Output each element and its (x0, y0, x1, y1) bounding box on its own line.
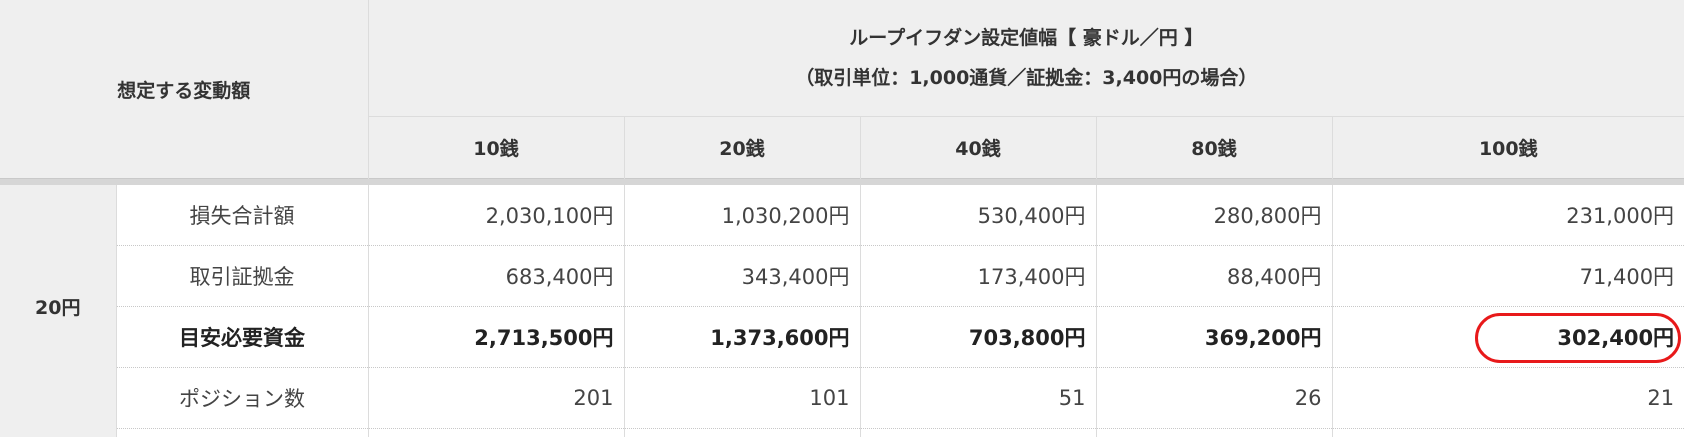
table-cell: 1,373,600円 (624, 306, 861, 368)
table-cell: 101 (624, 367, 861, 429)
table-cell: 173,400円 (860, 245, 1097, 307)
column-header-100sen: 100銭 (1332, 116, 1684, 179)
table-cell: 703,800円 (860, 306, 1097, 368)
column-header-40sen: 40銭 (860, 116, 1097, 179)
row-label: 取引証拠金 (116, 245, 369, 307)
table-row-position-count: ポジション数 201 101 51 26 21 (0, 367, 1684, 429)
table-cell: 280,800円 (1096, 185, 1333, 246)
row-label: 損失合計額 (116, 185, 369, 246)
table-cell: 369,200円 (1096, 306, 1333, 368)
column-header-10sen: 10銭 (368, 116, 625, 179)
table-row-margin: 取引証拠金 683,400円 343,400円 173,400円 88,400円… (0, 245, 1684, 307)
highlighted-value: 302,400円 (1557, 326, 1675, 350)
table-cell: 201 (368, 367, 625, 429)
table-cell: 21 (1332, 367, 1684, 429)
highlight-circle (1475, 313, 1682, 363)
header-corner-label: 想定する変動額 (0, 0, 369, 179)
table-cell: 2,713,500円 (368, 306, 625, 368)
table-cell: 51 (860, 367, 1097, 429)
table-row-loss-total: 20円 損失合計額 2,030,100円 1,030,200円 530,400円… (0, 185, 1684, 429)
table-cell: 1,030,200円 (624, 185, 861, 246)
table-cell: 343,400円 (624, 245, 861, 307)
table-cell: 683,400円 (368, 245, 625, 307)
table-row-required-funds: 目安必要資金 2,713,500円 1,373,600円 703,800円 36… (0, 306, 1684, 368)
column-header-80sen: 80銭 (1096, 116, 1333, 179)
table-cell: 26 (1096, 367, 1333, 429)
next-group-stub (0, 428, 1684, 437)
row-label: 目安必要資金 (116, 306, 369, 368)
table-cell: 530,400円 (860, 185, 1097, 246)
group-label: 20円 (0, 185, 117, 429)
header-subtitle: （取引単位：1,000通貨／証拠金：3,400円の場合） (795, 67, 1258, 89)
table-cell: 71,400円 (1332, 245, 1684, 307)
column-header-20sen: 20銭 (624, 116, 861, 179)
highlighted-cell: 302,400円 (1332, 306, 1684, 368)
row-label: ポジション数 (116, 367, 369, 429)
header-title-cell: ループイフダン設定値幅【 豪ドル／円 】 （取引単位：1,000通貨／証拠金：3… (368, 0, 1684, 117)
table-cell: 231,000円 (1332, 185, 1684, 246)
header-title: ループイフダン設定値幅【 豪ドル／円 】 (849, 27, 1204, 49)
header-separator (0, 178, 1684, 185)
table-cell: 2,030,100円 (368, 185, 625, 246)
table-cell: 88,400円 (1096, 245, 1333, 307)
